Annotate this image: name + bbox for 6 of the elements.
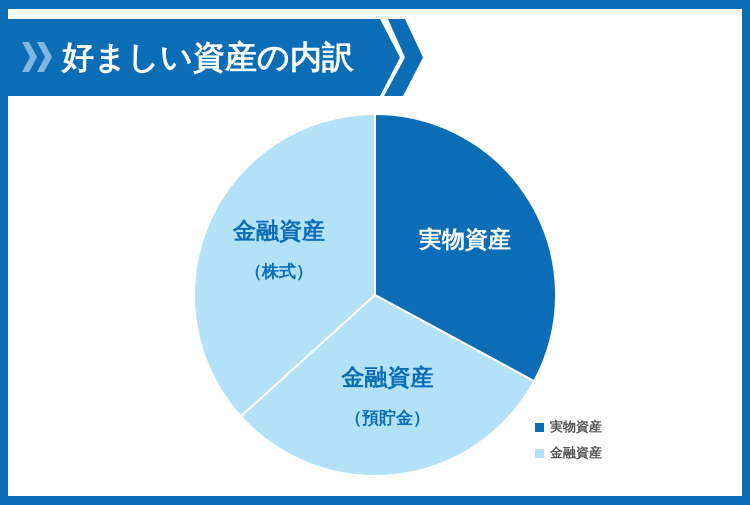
text: 金融資産 bbox=[550, 444, 602, 462]
slice-label: 金融資産（預貯金） bbox=[340, 364, 434, 429]
text: 実物資産 bbox=[550, 418, 602, 436]
slice-label: 金融資産（株式） bbox=[232, 217, 326, 282]
slice-label: 実物資産 bbox=[418, 226, 512, 254]
chart-title: 好ましい資産の内訳 bbox=[62, 37, 354, 78]
